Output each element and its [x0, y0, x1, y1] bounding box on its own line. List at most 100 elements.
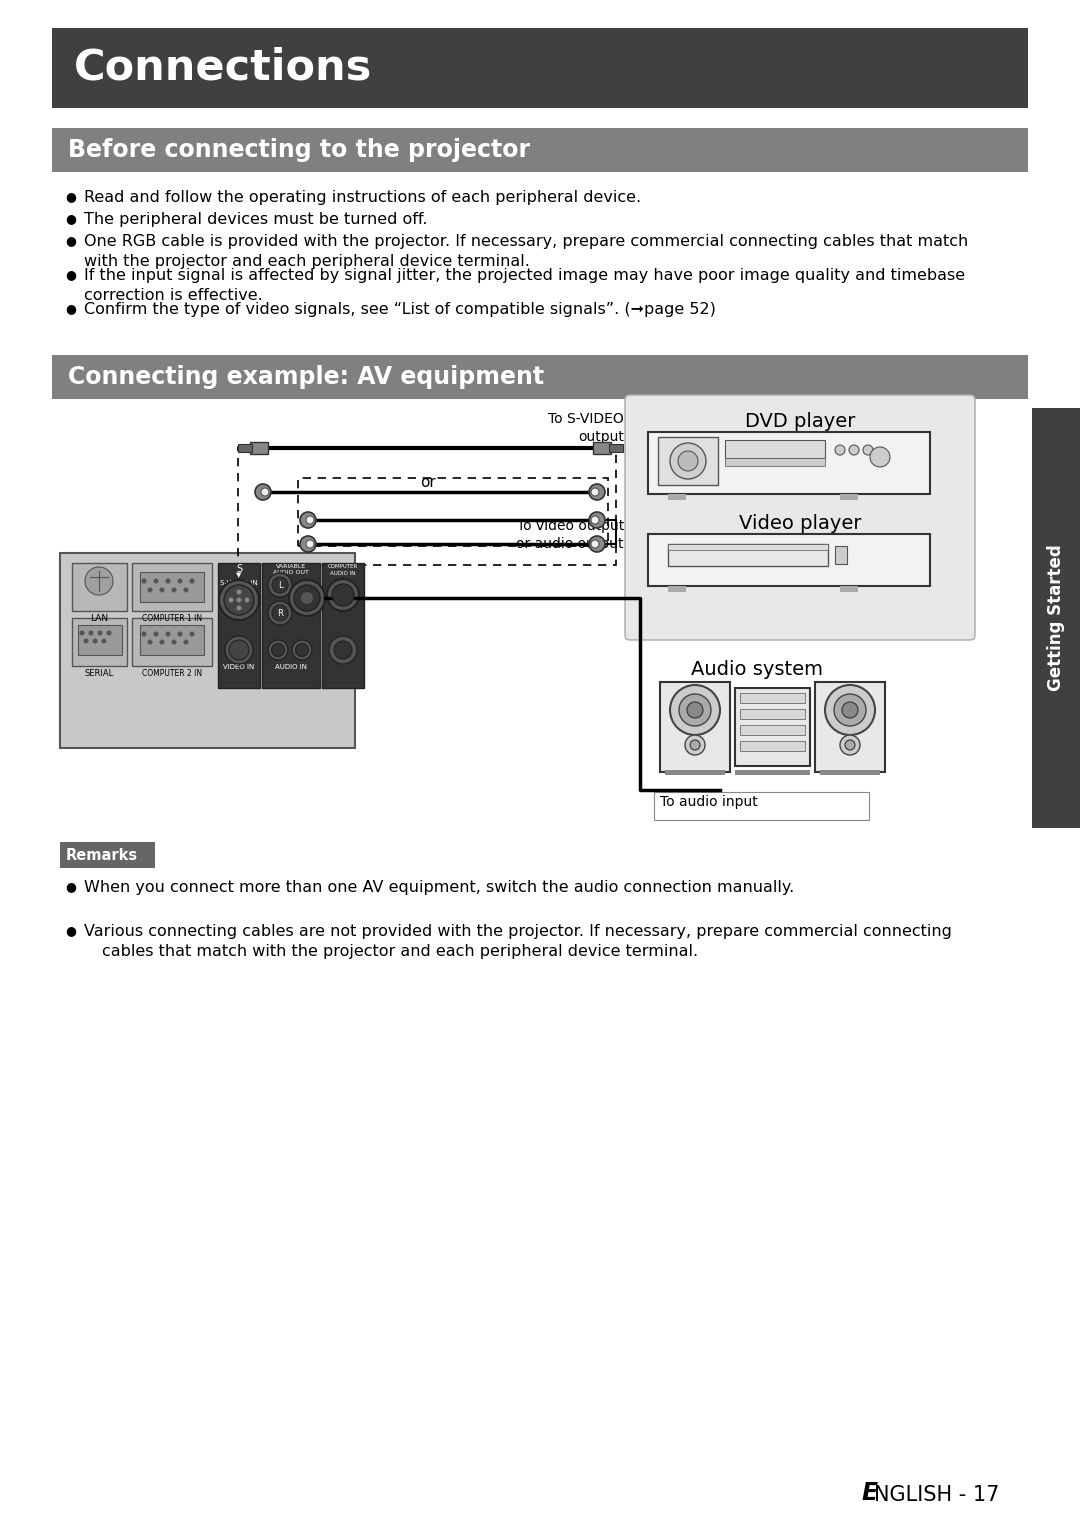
Bar	[52, 354, 1028, 399]
Text: ●: ●	[65, 302, 76, 315]
Circle shape	[229, 640, 249, 660]
Circle shape	[93, 638, 97, 643]
Circle shape	[306, 516, 314, 524]
FancyBboxPatch shape	[625, 395, 975, 640]
Text: COMPUTER: COMPUTER	[328, 563, 359, 570]
Bar	[835, 547, 847, 563]
Circle shape	[229, 597, 233, 603]
Circle shape	[83, 638, 89, 643]
Bar	[140, 625, 204, 655]
Circle shape	[107, 631, 111, 635]
Bar	[820, 770, 880, 776]
Circle shape	[102, 638, 107, 643]
Text: R: R	[278, 608, 283, 617]
Text: S-VIDEO IN: S-VIDEO IN	[220, 580, 258, 586]
Circle shape	[835, 444, 845, 455]
Circle shape	[301, 592, 313, 605]
Bar	[669, 495, 686, 499]
Bar	[52, 27, 1028, 108]
Text: ●: ●	[65, 189, 76, 203]
Text: Read and follow the operating instructions of each peripheral device.: Read and follow the operating instructio…	[84, 189, 642, 205]
Text: E: E	[862, 1481, 878, 1506]
Bar	[725, 458, 825, 466]
Bar	[60, 841, 156, 867]
Text: When you connect more than one AV equipment, switch the audio connection manuall: When you connect more than one AV equipm…	[84, 880, 794, 895]
Bar	[669, 544, 828, 567]
Circle shape	[332, 583, 354, 606]
Text: Confirm the type of video signals, see “List of compatible signals”. (➞page 52): Confirm the type of video signals, see “…	[84, 302, 716, 318]
Text: LAN: LAN	[90, 614, 108, 623]
Bar	[238, 444, 252, 452]
Circle shape	[189, 632, 194, 637]
Bar	[72, 563, 127, 611]
Bar	[648, 432, 930, 495]
Circle shape	[237, 606, 242, 611]
Circle shape	[148, 588, 152, 592]
Circle shape	[842, 702, 858, 718]
Text: To video output
or audio output: To video output or audio output	[516, 519, 624, 551]
Circle shape	[272, 577, 288, 592]
Bar	[735, 770, 810, 776]
Circle shape	[165, 632, 171, 637]
Text: VIDEO IN: VIDEO IN	[224, 664, 255, 670]
Circle shape	[141, 632, 147, 637]
Bar	[52, 128, 1028, 173]
Text: ●: ●	[65, 212, 76, 224]
Circle shape	[840, 734, 860, 754]
Circle shape	[271, 643, 284, 657]
Circle shape	[89, 631, 94, 635]
Circle shape	[80, 631, 84, 635]
Circle shape	[670, 443, 706, 479]
Circle shape	[261, 489, 269, 496]
Bar	[740, 725, 805, 734]
Text: AUDIO IN: AUDIO IN	[275, 664, 307, 670]
Circle shape	[849, 444, 859, 455]
Bar	[132, 563, 212, 611]
Circle shape	[845, 741, 855, 750]
Text: VARIABLE: VARIABLE	[275, 563, 306, 570]
Text: One RGB cable is provided with the projector. If necessary, prepare commercial c: One RGB cable is provided with the proje…	[84, 234, 969, 249]
Text: AUDIO IN: AUDIO IN	[330, 571, 355, 576]
Circle shape	[670, 686, 720, 734]
Circle shape	[184, 588, 189, 592]
Text: Connecting example: AV equipment: Connecting example: AV equipment	[68, 365, 544, 389]
Circle shape	[160, 588, 164, 592]
Text: To S-VIDEO
output: To S-VIDEO output	[549, 412, 624, 444]
Text: AUDIO OUT: AUDIO OUT	[273, 570, 309, 576]
Text: DVD player: DVD player	[745, 412, 855, 431]
Circle shape	[225, 637, 253, 664]
Circle shape	[589, 512, 605, 528]
Bar	[593, 441, 611, 454]
Bar	[840, 586, 858, 592]
Circle shape	[306, 541, 314, 548]
Circle shape	[690, 741, 700, 750]
Circle shape	[153, 632, 159, 637]
Bar	[660, 683, 730, 773]
Bar	[78, 625, 122, 655]
Circle shape	[678, 450, 698, 470]
Circle shape	[177, 579, 183, 583]
Circle shape	[268, 602, 292, 625]
Text: ●: ●	[65, 269, 76, 281]
Circle shape	[327, 579, 359, 611]
Circle shape	[591, 489, 599, 496]
Circle shape	[172, 640, 176, 644]
Circle shape	[289, 580, 325, 615]
Bar	[140, 573, 204, 602]
Circle shape	[825, 686, 875, 734]
Text: Various connecting cables are not provided with the projector. If necessary, pre: Various connecting cables are not provid…	[84, 924, 951, 939]
Circle shape	[334, 641, 352, 660]
Bar	[238, 447, 616, 565]
Circle shape	[834, 693, 866, 725]
Bar	[740, 741, 805, 751]
Bar	[654, 793, 869, 820]
Circle shape	[292, 640, 312, 660]
Circle shape	[244, 597, 249, 603]
Text: Getting Started: Getting Started	[1047, 545, 1065, 692]
Bar	[298, 478, 608, 547]
Text: To audio input: To audio input	[660, 796, 758, 809]
Bar	[262, 563, 320, 689]
Text: Before connecting to the projector: Before connecting to the projector	[68, 137, 530, 162]
Circle shape	[685, 734, 705, 754]
Bar	[322, 563, 364, 689]
